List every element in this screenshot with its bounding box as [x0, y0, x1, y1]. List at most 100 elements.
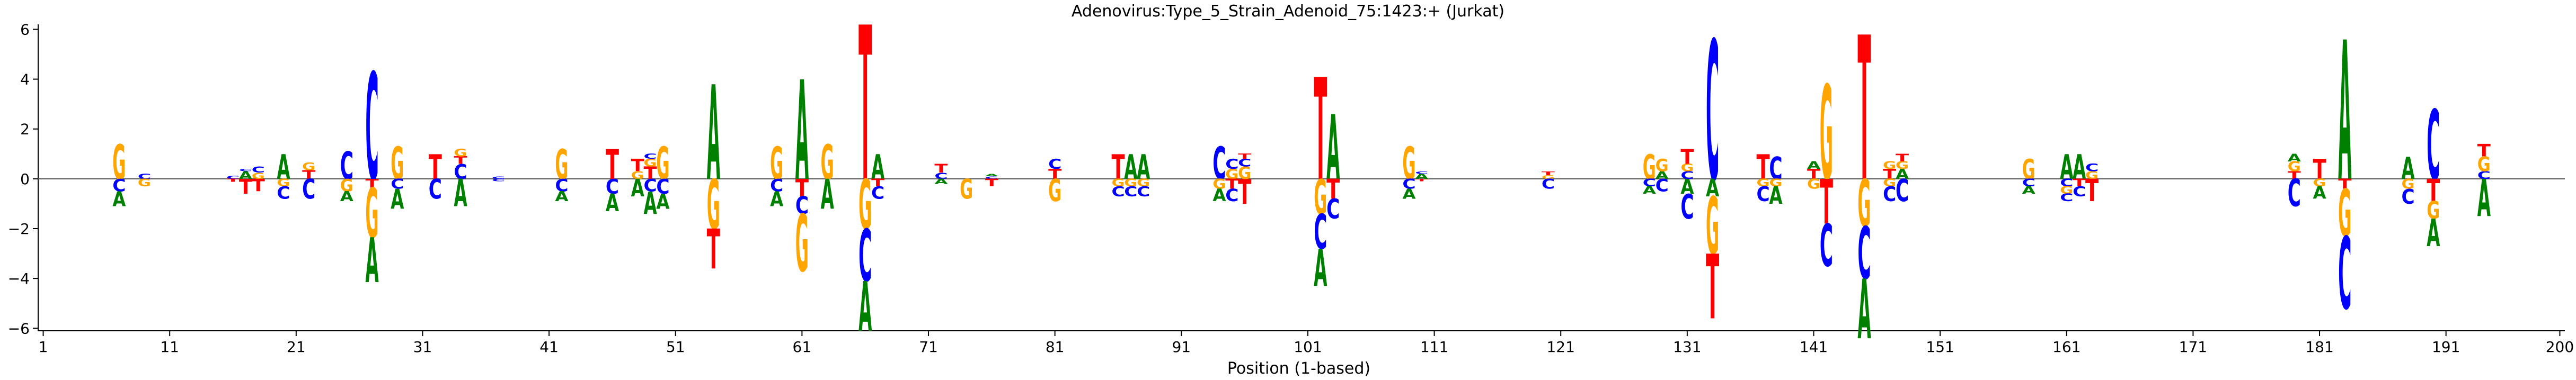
logo-letter-G: G	[656, 137, 669, 189]
y-tick-label: −2	[8, 220, 30, 238]
x-tick-label: 141	[1800, 338, 1828, 356]
logo-letter-C: C	[1415, 170, 1428, 175]
logo-letter-A: A	[1656, 170, 1669, 182]
logo-letter-A: A	[1769, 182, 1783, 210]
logo-letter-C: C	[1238, 157, 1251, 169]
logo-letter-A: A	[1137, 148, 1150, 187]
logo-letter-C: C	[302, 174, 315, 205]
logo-letter-T: T	[1238, 152, 1251, 160]
logo-letter-G: G	[365, 175, 378, 254]
logo-letter-G: G	[2402, 176, 2415, 192]
logo-letter-C: C	[1111, 184, 1125, 200]
logo-letter-C: C	[555, 175, 568, 195]
logo-letter-T: T	[1111, 148, 1125, 187]
x-axis: 1 11 21 31 41 51 61 71 81 91 101 111 121 131 141 151 161…	[38, 330, 2574, 356]
logo-letter-G: G	[1542, 174, 1555, 180]
logo-letter-G: G	[2313, 177, 2326, 189]
logo-letter-C: C	[795, 192, 809, 220]
logo-letter-A: A	[795, 52, 809, 211]
y-tick-label: 6	[20, 21, 30, 38]
logo-letter-C: C	[934, 171, 948, 181]
logo-letter-C: C	[2338, 216, 2351, 332]
logo-letter-A: A	[643, 186, 657, 222]
logo-letter-C: C	[1643, 177, 1656, 189]
logo-letter-C: C	[1137, 184, 1150, 200]
logo-letter-A: A	[454, 172, 467, 215]
logo-letter-T: T	[1896, 152, 1909, 164]
logo-letter-G: G	[707, 166, 720, 246]
logo-letter-T: T	[302, 168, 315, 182]
logo-letter-A: A	[2060, 148, 2073, 187]
logo-letter-G: G	[138, 177, 151, 189]
logo-letter-A: A	[1326, 97, 1340, 200]
logo-letter-T: T	[631, 156, 645, 176]
logo-letter-C: C	[112, 175, 126, 195]
logo-letter-A: A	[1415, 173, 1429, 180]
logo-letter-A: A	[112, 188, 126, 211]
logo-letter-T: T	[1857, 0, 1871, 226]
logo-letter-T: T	[2085, 174, 2099, 209]
logo-letter-A: A	[1857, 263, 1871, 358]
y-tick-label: −6	[8, 320, 30, 337]
logo-letter-G: G	[302, 161, 315, 173]
logo-letter-A: A	[1807, 160, 1821, 171]
logo-letter-C: C	[2060, 177, 2073, 189]
logo-letter-T: T	[2338, 176, 2351, 192]
logo-letter-C: C	[858, 215, 872, 298]
logo-letter-A: A	[631, 175, 645, 203]
logo-letter-T: T	[1048, 166, 1061, 182]
x-tick-label: 131	[1673, 338, 1701, 356]
logo-letter-G: G	[1111, 177, 1125, 189]
logo-letter-T: T	[1542, 170, 1555, 176]
logo-letter-C: C	[492, 176, 505, 180]
logo-letter-G: G	[1137, 177, 1150, 189]
logo-letter-G: G	[960, 174, 973, 205]
x-tick-label: 161	[2052, 338, 2081, 356]
logo-letter-C: C	[2073, 184, 2086, 200]
logo-letter-T: T	[1706, 236, 1719, 339]
x-tick-label: 11	[160, 338, 179, 356]
logo-letter-G: G	[795, 199, 809, 290]
logo-letter-C: C	[2402, 185, 2415, 209]
y-axis: −6 −4 −2 0 2 4 6	[8, 21, 39, 337]
logo-letter-C: C	[1326, 194, 1340, 225]
logo-letter-T: T	[2073, 177, 2086, 188]
logo-letter-T: T	[1238, 173, 1251, 212]
logo-letter-A: A	[1643, 185, 1657, 196]
logo-letter-C: C	[2085, 162, 2099, 174]
logo-letter-T: T	[643, 164, 657, 183]
logo-letter-T: T	[1225, 176, 1238, 192]
logo-letter-G: G	[1807, 176, 1820, 192]
logo-letter-A: A	[1124, 148, 1137, 187]
x-tick-label: 171	[2179, 338, 2207, 356]
logo-letter-C: C	[1225, 157, 1238, 173]
logo-letter-T: T	[454, 155, 467, 166]
logo-letter-C: C	[1212, 139, 1226, 190]
logo-letter-G: G	[858, 166, 872, 246]
logo-letter-G: G	[555, 141, 568, 189]
logo-letter-G: G	[1238, 164, 1251, 183]
logo-letter-A: A	[606, 189, 619, 218]
logo-letter-G: G	[340, 176, 353, 196]
y-tick-label: 0	[20, 170, 30, 188]
x-tick-label: 200	[2546, 338, 2574, 356]
logo-letter-T: T	[2288, 169, 2301, 181]
logo-letter-G: G	[821, 134, 834, 190]
logo-letter-C: C	[1883, 182, 1896, 206]
logo-letter-C: C	[2022, 177, 2035, 189]
logo-letter-T: T	[226, 178, 240, 183]
logo-letter-G: G	[1706, 182, 1719, 273]
logo-letter-G: G	[2022, 153, 2035, 185]
logo-letter-C: C	[1542, 177, 1555, 193]
logo-letter-C: C	[1680, 187, 1694, 227]
logo-letter-G: G	[1680, 162, 1694, 174]
logo-letter-C: C	[391, 177, 404, 193]
logo-letter-C: C	[1048, 157, 1061, 173]
logo-letter-T: T	[934, 162, 948, 176]
logo-letter-G: G	[1048, 173, 1061, 209]
logo-letter-G: G	[454, 147, 467, 159]
x-tick-label: 181	[2305, 338, 2333, 356]
x-tick-label: 31	[413, 338, 432, 356]
x-axis-label: Position (1-based)	[1227, 359, 1370, 378]
